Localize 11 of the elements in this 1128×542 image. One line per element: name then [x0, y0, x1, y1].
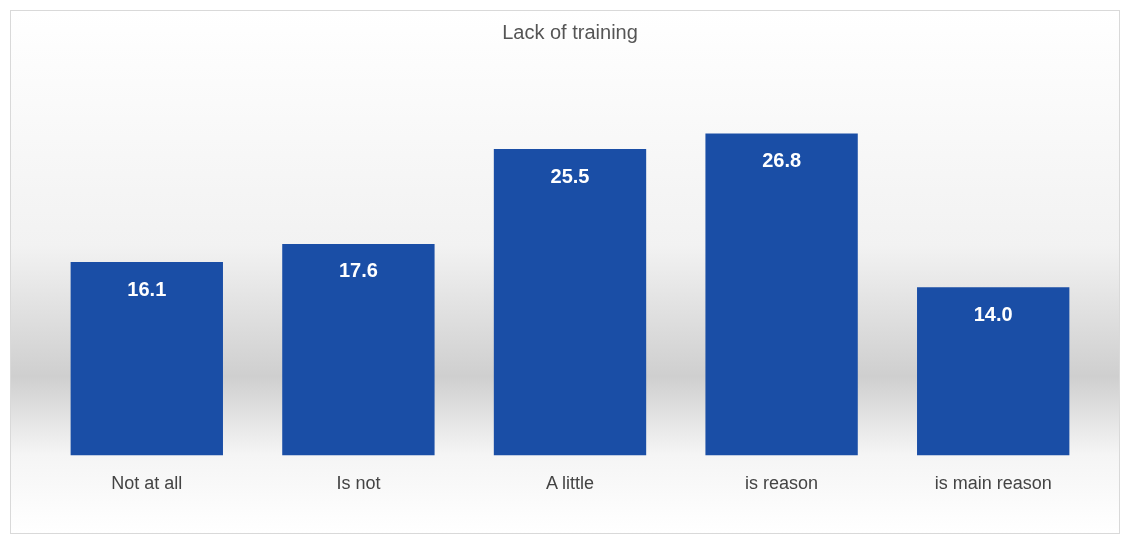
x-tick-label: A little	[545, 473, 595, 494]
data-label: 25.5	[550, 164, 590, 187]
chart-title: Lack of training	[502, 20, 638, 43]
data-label: 16.1	[127, 277, 167, 300]
x-tick-label: Is not	[336, 473, 381, 494]
x-tick-label: is main reason	[934, 473, 1052, 494]
x-tick-label: Not at all	[111, 473, 183, 494]
data-label: 17.6	[338, 259, 378, 282]
data-label: 26.8	[762, 148, 802, 171]
data-label: 14.0	[973, 302, 1013, 325]
x-tick-label: is reason	[745, 473, 819, 494]
